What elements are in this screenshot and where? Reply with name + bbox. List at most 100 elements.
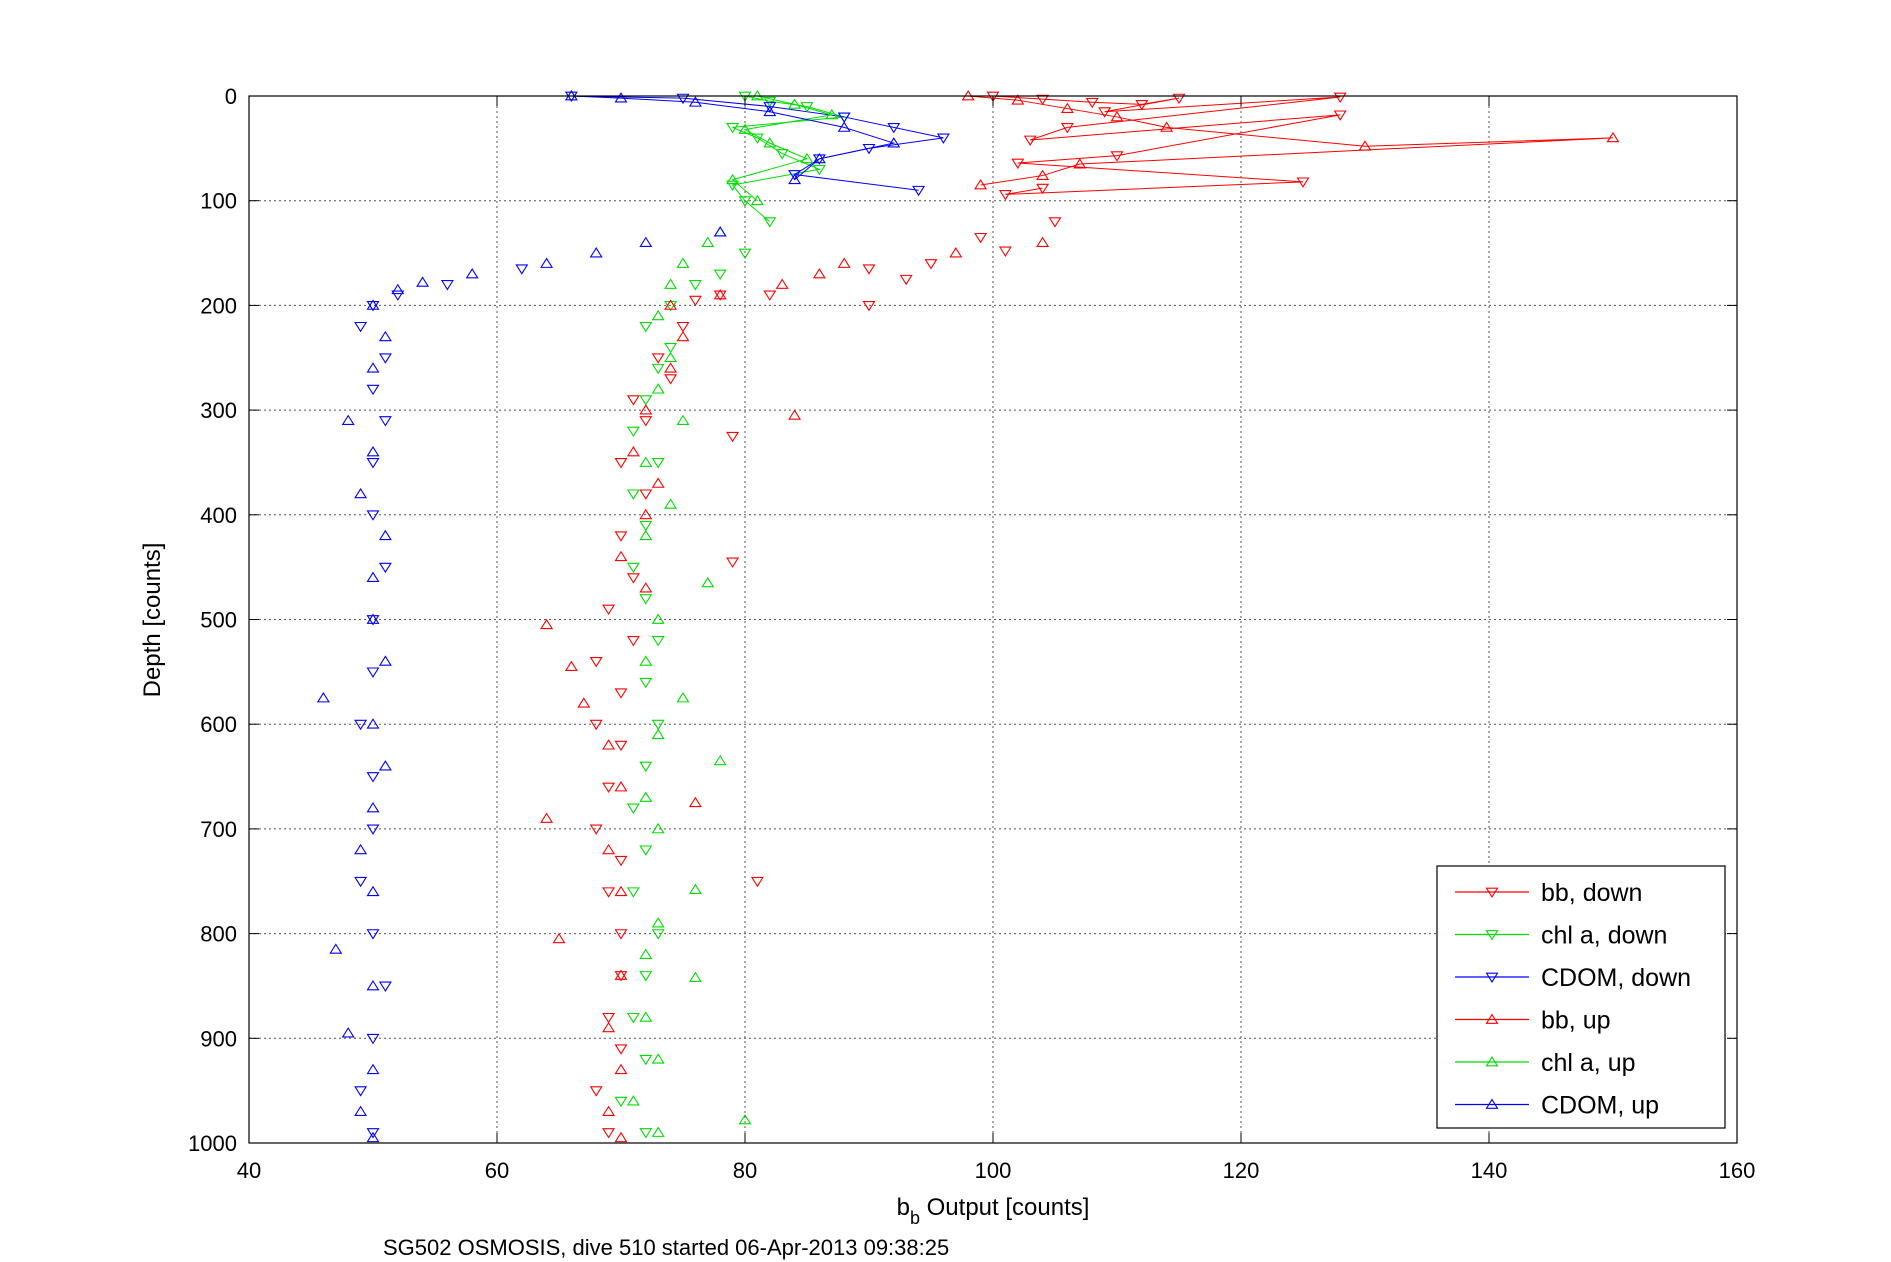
cdom-down-marker [366, 458, 380, 469]
legend-marker-chl-a-up [1485, 1056, 1499, 1067]
cdom-down-marker [366, 300, 380, 312]
cdom-up-marker [366, 362, 380, 373]
chl-a-up-marker [651, 917, 665, 928]
chl-a-up-marker [664, 351, 678, 363]
y-tick-label: 900 [200, 1026, 237, 1051]
cdom-down-marker [837, 112, 851, 123]
bb-down-marker [639, 489, 653, 500]
bb-up-marker [602, 1105, 616, 1116]
bb-up-marker [602, 843, 616, 855]
bb-down-marker [1098, 107, 1112, 118]
chl-a-up-marker [639, 948, 653, 959]
y-tick-label: 600 [200, 712, 237, 737]
chl-a-down-marker [639, 677, 653, 689]
cdom-down-marker [515, 264, 529, 275]
chl-a-up-marker [713, 754, 727, 766]
chl-a-up-marker [651, 1053, 665, 1064]
bb-down-marker [614, 929, 628, 940]
bb-down-marker [862, 300, 876, 312]
bb-down-marker [602, 604, 616, 616]
cdom-up-marker [329, 943, 343, 954]
chl-a-up-marker [639, 1011, 653, 1022]
bb-up-marker [1060, 102, 1074, 113]
chl-a-down-marker [626, 562, 640, 574]
chl-a-down-marker [763, 96, 777, 108]
chl-a-down-marker [726, 180, 740, 191]
chl-a-up-marker [800, 152, 814, 164]
chl-a-down-marker [651, 636, 665, 647]
legend-marker-bb-down [1485, 887, 1499, 898]
cdom-up-marker [614, 92, 628, 103]
chl-a-down-marker [688, 280, 702, 291]
chl-a-down-marker [639, 594, 653, 605]
bb-down-marker [602, 1128, 616, 1139]
chl-a-down-marker [800, 102, 814, 113]
chl-a-down-marker [713, 269, 727, 280]
chl-a-up-marker [664, 278, 678, 289]
chl-a-up-marker [651, 822, 665, 834]
chl-a-up-marker [738, 1113, 752, 1125]
bb-up-marker [639, 582, 653, 593]
bb-down-marker [602, 782, 616, 794]
x-tick-label: 100 [975, 1158, 1012, 1183]
chl-a-down-marker [626, 426, 640, 438]
cdom-up-marker [366, 613, 380, 624]
bb-up-marker [614, 885, 628, 897]
cdom-up-marker [378, 655, 392, 666]
cdom-up-marker [366, 299, 380, 310]
chl-a-up-marker [738, 123, 752, 134]
cdom-up-marker [378, 330, 392, 342]
cdom-up-marker [378, 760, 392, 771]
y-tick-label: 800 [200, 922, 237, 947]
bb-down-marker [1296, 177, 1310, 188]
bb-down-marker [614, 740, 628, 752]
x-tick-label: 120 [1223, 1158, 1260, 1183]
bb-down-marker [1172, 93, 1186, 105]
cdom-down-marker [366, 929, 380, 940]
legend-box [1436, 865, 1726, 1129]
bb-down-marker [602, 1012, 616, 1024]
x-tick-label: 140 [1471, 1158, 1508, 1183]
bb-up-marker [639, 508, 653, 520]
chl-a-down-marker [738, 248, 752, 260]
cdom-down-marker [378, 562, 392, 574]
chl-a-down-marker [639, 845, 653, 856]
cdom-down-marker [788, 170, 802, 181]
chl-a-down-marker [726, 123, 740, 134]
bb-up-marker [577, 697, 591, 708]
chl-a-up-marker [688, 883, 702, 895]
bb-up-marker [614, 969, 628, 980]
cdom-up-marker [366, 979, 380, 991]
bb-down-marker [1085, 97, 1099, 109]
bb-up-marker [1036, 169, 1050, 180]
bb-up-marker [639, 404, 653, 415]
chl-a-down-marker [626, 887, 640, 898]
chl-a-up-marker [639, 456, 653, 467]
y-tick-label: 300 [200, 398, 237, 423]
chl-a-up-marker [788, 98, 802, 109]
cdom-down-marker [366, 615, 380, 626]
y-tick-label: 500 [200, 608, 237, 633]
cdom-down-marker [936, 133, 950, 144]
cdom-up-marker [378, 529, 392, 541]
bb-down-marker [688, 295, 702, 307]
cdom-up-marker [837, 121, 851, 132]
bb-up-marker [540, 812, 554, 823]
chl-a-up-marker [651, 1126, 665, 1137]
bb-up-marker [614, 781, 628, 792]
chl-a-down-marker [639, 971, 653, 982]
chl-a-down-marker [812, 164, 826, 176]
chl-a-down-marker [664, 300, 678, 312]
y-axis-label: Depth [counts] [139, 543, 166, 698]
cdom-down-marker [378, 981, 392, 992]
bb-up-marker [552, 932, 566, 944]
legend-marker-chl-a-down [1485, 930, 1499, 941]
chl-a-up-marker [639, 655, 653, 666]
chl-a-down-marker [651, 929, 665, 940]
cdom-down-marker [378, 353, 392, 364]
cdom-up-marker [366, 801, 380, 813]
bb-down-marker [1048, 217, 1062, 228]
cdom-up-marker [713, 226, 727, 237]
bb-down-marker [639, 416, 653, 427]
bb-up-marker [651, 477, 665, 488]
